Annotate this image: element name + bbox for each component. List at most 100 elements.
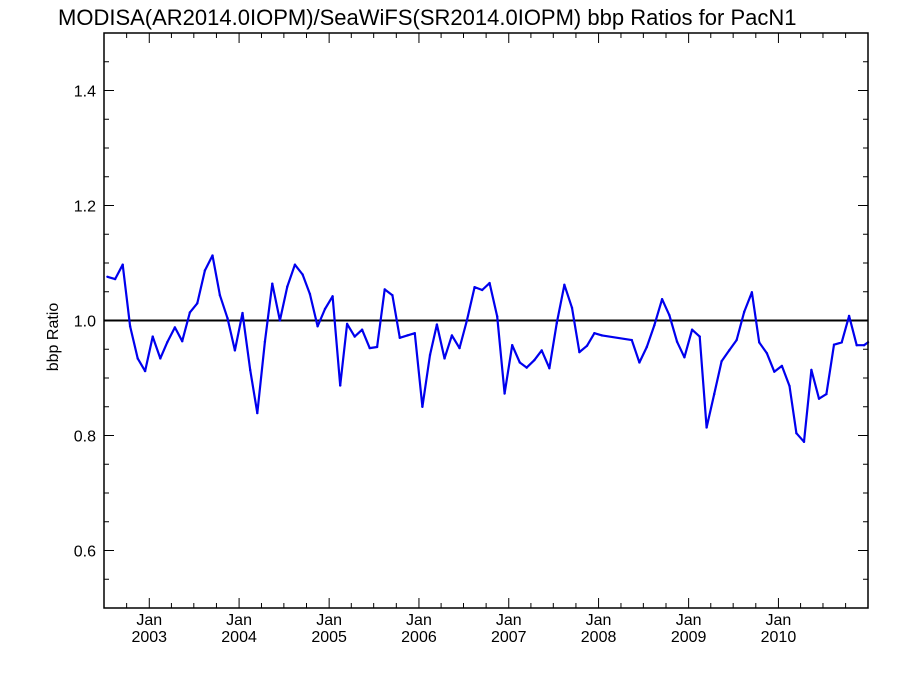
data-point	[151, 335, 154, 338]
x-tick-year-label: 2007	[491, 629, 527, 646]
chart-title: MODISA(AR2014.0IOPM)/SeaWiFS(SR2014.0IOP…	[58, 5, 796, 30]
series-line-0	[107, 254, 869, 443]
data-point	[450, 334, 454, 337]
data-point	[331, 295, 334, 298]
data-point	[638, 361, 641, 364]
data-point	[765, 352, 769, 355]
y-tick-label: 0.6	[74, 544, 96, 561]
data-point	[503, 392, 506, 395]
data-point	[226, 317, 229, 320]
data-point	[113, 277, 117, 281]
data-point	[443, 357, 446, 360]
data-point	[495, 315, 499, 318]
data-point	[825, 392, 828, 396]
data-point	[406, 334, 409, 337]
data-point	[398, 336, 401, 339]
data-point	[855, 344, 858, 347]
data-point	[735, 338, 738, 342]
x-tick-year-label: 2003	[131, 629, 167, 646]
series-layer	[106, 254, 870, 444]
data-point	[713, 392, 716, 396]
data-point	[196, 302, 199, 305]
x-tick-month-label: Jan	[496, 612, 522, 629]
data-point	[758, 341, 761, 344]
data-point	[293, 263, 297, 266]
data-point	[368, 346, 371, 350]
y-tick-label: 1.2	[74, 199, 96, 216]
data-point	[421, 405, 424, 408]
data-point	[525, 366, 528, 369]
y-axis: 0.6 0.8 1.0 1.2 1.4	[74, 32, 868, 609]
data-point	[780, 364, 784, 368]
data-point	[847, 314, 851, 318]
x-axis: Jan2003Jan2004Jan2005Jan2006Jan2007Jan20…	[126, 33, 847, 646]
data-point	[233, 349, 237, 352]
data-point	[121, 263, 124, 266]
data-point	[435, 323, 439, 326]
data-point	[278, 319, 282, 322]
data-point	[705, 426, 708, 429]
data-point	[143, 369, 147, 373]
data-point	[817, 397, 821, 400]
data-point	[788, 384, 791, 388]
data-point	[810, 368, 813, 372]
data-point	[593, 331, 596, 335]
data-point	[690, 328, 694, 331]
data-point	[203, 269, 207, 272]
x-tick-month-label: Jan	[316, 612, 342, 629]
data-point	[353, 335, 356, 338]
data-point	[136, 357, 139, 360]
data-point	[698, 335, 701, 338]
data-point	[263, 340, 267, 343]
data-point	[473, 285, 476, 289]
x-tick-year-label: 2009	[671, 629, 707, 646]
x-tick-month-label: Jan	[226, 612, 252, 629]
data-point	[802, 440, 806, 444]
data-point	[720, 360, 723, 363]
data-point	[743, 310, 746, 314]
x-tick-year-label: 2006	[401, 629, 437, 646]
data-point	[840, 341, 843, 344]
data-point	[391, 294, 394, 297]
data-point	[286, 285, 289, 288]
x-tick-month-label: Jan	[136, 612, 162, 629]
data-point	[211, 254, 214, 257]
data-point	[728, 349, 731, 352]
data-point	[339, 384, 342, 387]
x-tick-year-label: 2008	[581, 629, 617, 646]
data-point	[173, 326, 177, 329]
data-point	[511, 344, 514, 347]
data-point	[271, 282, 274, 285]
x-tick-year-label: 2010	[761, 629, 797, 646]
data-point	[301, 273, 304, 276]
data-point	[375, 345, 379, 349]
data-point	[181, 340, 184, 343]
data-point	[668, 314, 671, 317]
data-point	[585, 344, 589, 347]
data-point	[675, 340, 679, 343]
data-point	[465, 319, 469, 322]
x-tick-month-label: Jan	[406, 612, 432, 629]
y-tick-label: 0.8	[74, 429, 96, 446]
data-point	[645, 345, 648, 349]
x-tick-month-label: Jan	[766, 612, 792, 629]
data-point	[413, 331, 416, 335]
data-point	[773, 370, 776, 373]
data-point	[548, 367, 551, 370]
data-point	[660, 298, 664, 301]
data-point	[188, 311, 192, 314]
data-point	[458, 346, 461, 350]
data-point	[256, 411, 259, 415]
x-tick-year-label: 2004	[221, 629, 257, 646]
data-point	[218, 294, 222, 297]
data-point	[159, 357, 162, 360]
data-point	[241, 311, 244, 315]
x-tick-month-label: Jan	[586, 612, 612, 629]
data-point	[308, 292, 312, 296]
data-point	[600, 334, 604, 337]
data-point	[653, 323, 656, 327]
data-point	[480, 288, 484, 292]
data-point	[795, 432, 798, 435]
data-point	[862, 344, 866, 347]
data-point	[166, 341, 169, 344]
